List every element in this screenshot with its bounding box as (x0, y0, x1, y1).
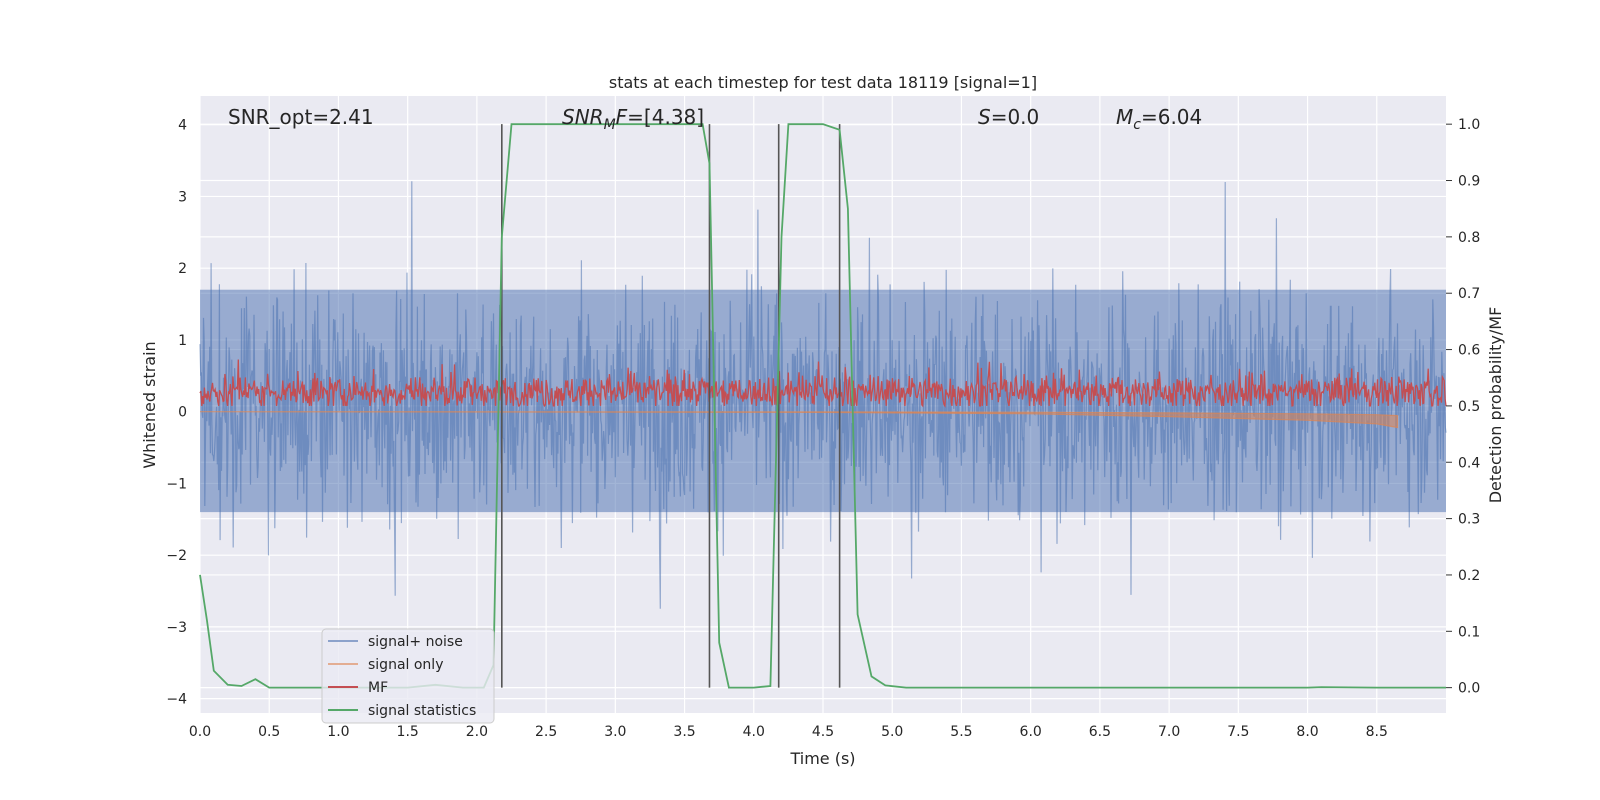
mc-sub: c (1133, 117, 1141, 133)
chart-title: stats at each timestep for test data 181… (609, 73, 1037, 92)
x-axis-title: Time (s) (789, 749, 855, 768)
x-tick-label: 6.0 (1020, 724, 1042, 740)
x-tick-label: 8.0 (1296, 724, 1318, 740)
x-tick-label: 6.5 (1089, 724, 1111, 740)
mf-series (199, 359, 1447, 408)
legend-label-signal-only: signal only (368, 657, 443, 673)
mf-line (199, 359, 1447, 408)
y-tick-label: 1 (178, 333, 187, 349)
legend-label-signal-statistics: signal statistics (368, 703, 476, 719)
y-axis-ticks: 4 3 2 1 0 −1 −2 −3 −4 (166, 118, 187, 708)
x-tick-label: 7.5 (1227, 724, 1249, 740)
y-right-tick-label: 0.0 (1458, 681, 1480, 697)
signal-only-line (199, 411, 1399, 429)
x-tick-label: 8.5 (1366, 724, 1388, 740)
y-tick-label: 2 (178, 261, 187, 277)
signal-only-series (199, 411, 1399, 429)
legend: signal+ noise signal only MF signal stat… (321, 628, 495, 724)
snr-mf-value: =[4.38] (627, 105, 704, 129)
y-tick-label: −4 (166, 692, 187, 708)
mc-value: =6.04 (1141, 105, 1202, 129)
x-tick-label: 3.5 (673, 724, 695, 740)
snr-mf-italic: F (616, 105, 628, 129)
legend-label-mf: MF (368, 680, 388, 696)
snr-mf-annotation: SNRMF=[4.38] (562, 105, 704, 133)
y-right-tick-label: 0.9 (1458, 174, 1480, 190)
x-tick-label: 0.5 (258, 724, 280, 740)
signal-noise-series (199, 181, 1447, 609)
y-axis-title: Whitened strain (140, 341, 159, 468)
snr-mf-sub: M (604, 117, 616, 133)
y-tick-label: 4 (178, 118, 187, 134)
s-value: =0.0 (991, 105, 1040, 129)
y-right-tick-label: 0.2 (1458, 568, 1480, 584)
legend-label-signal-noise: signal+ noise (368, 634, 463, 650)
y-right-tick-label: 0.8 (1458, 230, 1480, 246)
x-tick-label: 2.0 (466, 724, 488, 740)
s-annotation: S=0.0 (978, 105, 1039, 129)
x-tick-label: 1.0 (327, 724, 349, 740)
y-right-tick-label: 0.3 (1458, 512, 1480, 528)
mc-base: M (1116, 105, 1133, 129)
y-right-tick-label: 1.0 (1458, 117, 1480, 133)
x-axis-ticks: 0.0 0.5 1.0 1.5 2.0 2.5 3.0 3.5 4.0 4.5 5.0 5.5 6.0 6… (189, 724, 1388, 740)
legend-box (321, 628, 495, 724)
x-tick-label: 5.5 (950, 724, 972, 740)
signal-statistics-line (199, 123, 1446, 689)
x-tick-label: 7.0 (1158, 724, 1180, 740)
y-tick-label: 0 (178, 405, 187, 421)
snr-opt-annotation: SNR_opt=2.41 (228, 105, 374, 129)
x-tick-label: 2.5 (535, 724, 557, 740)
snr-mf-base: SNR (562, 105, 604, 129)
y-tick-label: −2 (166, 548, 187, 564)
y-tick-label: −3 (166, 620, 187, 636)
x-tick-label: 4.0 (743, 724, 765, 740)
y-tick-label: 3 (178, 189, 187, 205)
y-right-tick-label: 0.6 (1458, 343, 1480, 359)
mc-annotation: Mc=6.04 (1116, 105, 1202, 133)
signal-statistics-series (199, 123, 1446, 689)
s-label: S (978, 105, 991, 129)
signal-noise-line (199, 181, 1447, 609)
x-tick-label: 3.0 (604, 724, 626, 740)
y-right-axis-title: Detection probability/MF (1486, 307, 1505, 504)
vertical-markers (501, 124, 841, 688)
y-tick-label: −1 (166, 476, 187, 492)
y-right-tick-label: 0.7 (1458, 286, 1480, 302)
x-tick-label: 4.5 (812, 724, 834, 740)
y-right-tick-label: 0.4 (1458, 455, 1480, 471)
y-right-axis-ticks: 1.0 0.9 0.8 0.7 0.6 0.5 0.4 0.3 0.2 0.1 0.0 (1446, 117, 1480, 697)
x-tick-label: 0.0 (189, 724, 211, 740)
y-right-tick-label: 0.1 (1458, 624, 1480, 640)
x-tick-label: 1.5 (397, 724, 419, 740)
x-tick-label: 5.0 (881, 724, 903, 740)
y-right-tick-label: 0.5 (1458, 399, 1480, 415)
